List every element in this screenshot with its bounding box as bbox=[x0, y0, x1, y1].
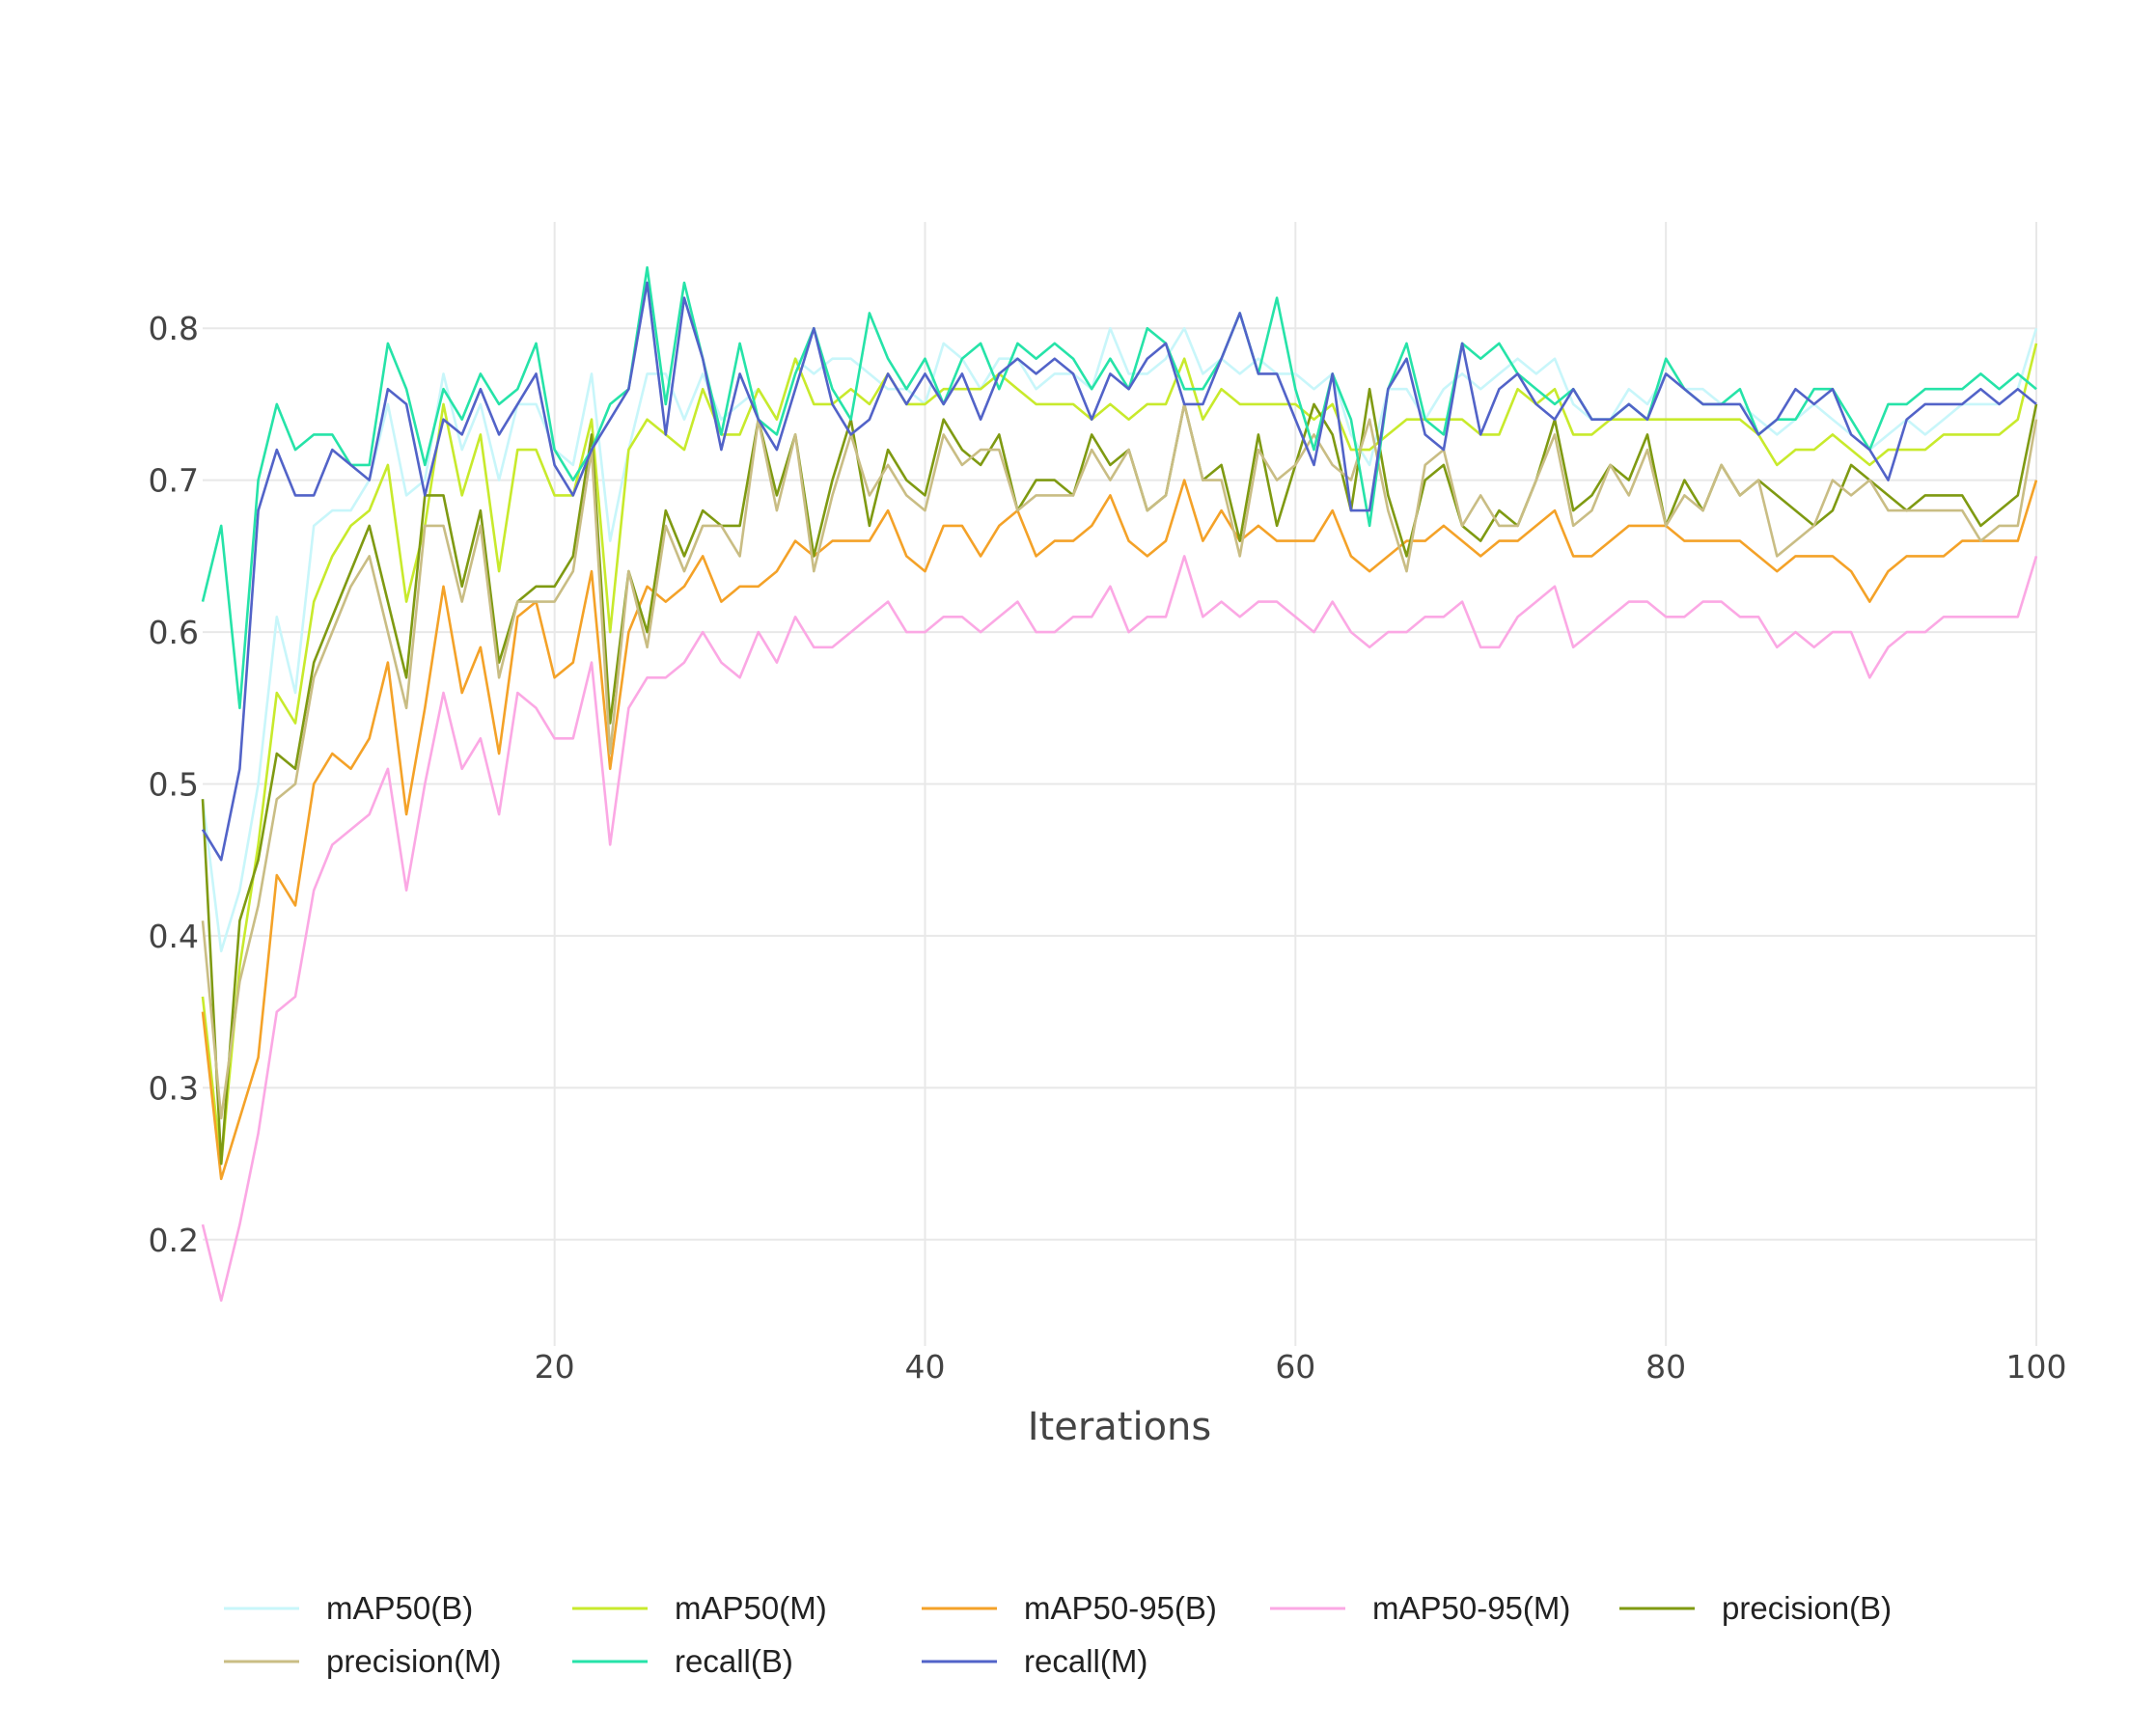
x-tick-label: 20 bbox=[535, 1348, 575, 1386]
series-lines bbox=[201, 265, 2038, 1303]
x-tick-label: 40 bbox=[904, 1348, 945, 1386]
series-line-recall-b bbox=[201, 265, 2037, 710]
y-tick-label: 0.7 bbox=[149, 462, 199, 500]
legend-label: recall(B) bbox=[675, 1643, 793, 1679]
legend-item-map50-95-m[interactable]: mAP50-95(M) bbox=[1270, 1590, 1570, 1626]
y-tick-label: 0.2 bbox=[149, 1222, 199, 1259]
legend-item-map50-b[interactable]: mAP50(B) bbox=[224, 1590, 473, 1626]
legend-label: mAP50-95(M) bbox=[1372, 1590, 1570, 1626]
legend-label: precision(B) bbox=[1722, 1590, 1892, 1626]
series-line-precision-m bbox=[201, 402, 2038, 1120]
y-tick-label: 0.3 bbox=[149, 1069, 199, 1107]
series-line-map50-95-m bbox=[201, 555, 2038, 1303]
legend-label: precision(M) bbox=[326, 1643, 502, 1679]
legend-label: recall(M) bbox=[1024, 1643, 1147, 1679]
series-line-map50-95-b bbox=[201, 479, 2038, 1181]
legend-item-map50-95-b[interactable]: mAP50-95(B) bbox=[922, 1590, 1217, 1626]
series-line-recall-m bbox=[201, 281, 2037, 862]
legend-label: mAP50(B) bbox=[326, 1590, 473, 1626]
legend-item-map50-m[interactable]: mAP50(M) bbox=[572, 1590, 827, 1626]
x-axis-ticks: 20 40 60 80 100 bbox=[535, 1348, 2067, 1386]
legend-item-recall-b[interactable]: recall(B) bbox=[572, 1643, 793, 1679]
legend-label: mAP50-95(B) bbox=[1024, 1590, 1217, 1626]
legend-label: mAP50(M) bbox=[675, 1590, 827, 1626]
x-tick-label: 80 bbox=[1645, 1348, 1686, 1386]
x-tick-label: 60 bbox=[1275, 1348, 1315, 1386]
legend-item-precision-m[interactable]: precision(M) bbox=[224, 1643, 502, 1679]
x-axis-title: Iterations bbox=[1028, 1405, 1212, 1449]
series-line-map50-m bbox=[201, 343, 2038, 1166]
y-tick-label: 0.8 bbox=[149, 310, 199, 347]
legend-item-recall-m[interactable]: recall(M) bbox=[922, 1643, 1147, 1679]
y-tick-label: 0.6 bbox=[149, 614, 199, 651]
legend: mAP50(B) mAP50(M) mAP50-95(B) mAP50-95(M) pr… bbox=[224, 1590, 1892, 1679]
x-tick-label: 100 bbox=[2006, 1348, 2067, 1386]
y-tick-label: 0.4 bbox=[149, 918, 199, 955]
y-axis-ticks: 0.2 0.3 0.4 0.5 0.6 0.7 0.8 bbox=[149, 310, 199, 1259]
y-tick-label: 0.5 bbox=[149, 766, 199, 804]
legend-item-precision-b[interactable]: precision(B) bbox=[1619, 1590, 1892, 1626]
